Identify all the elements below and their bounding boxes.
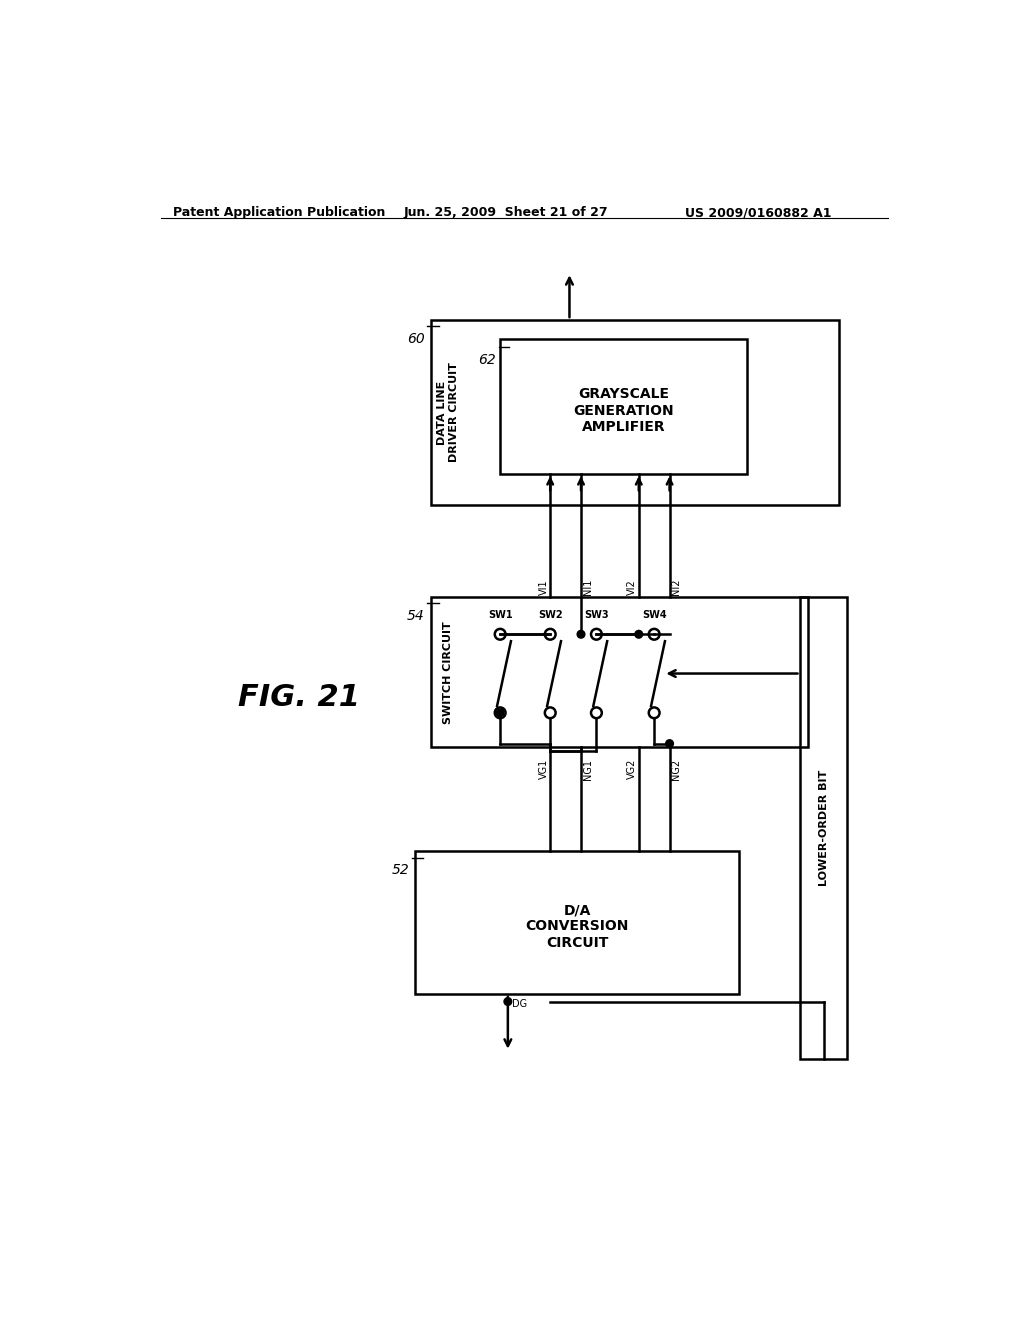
Text: Patent Application Publication: Patent Application Publication [173, 206, 385, 219]
Text: DG: DG [512, 999, 526, 1010]
Text: 62: 62 [478, 354, 497, 367]
Circle shape [578, 631, 585, 638]
Circle shape [497, 709, 504, 717]
Bar [500, 339, 746, 474]
Text: SWITCH CIRCUIT: SWITCH CIRCUIT [442, 620, 453, 723]
Bar [416, 851, 739, 994]
Text: LOWER-ORDER BIT: LOWER-ORDER BIT [818, 770, 828, 887]
Text: D/A
CONVERSION
CIRCUIT: D/A CONVERSION CIRCUIT [525, 903, 629, 949]
Text: NG2: NG2 [671, 759, 681, 780]
Bar [801, 597, 847, 1059]
Circle shape [504, 998, 512, 1006]
Text: NG1: NG1 [583, 759, 593, 780]
Circle shape [666, 739, 674, 747]
Text: SW4: SW4 [642, 610, 667, 620]
Text: VG2: VG2 [628, 759, 637, 779]
Text: 60: 60 [407, 331, 425, 346]
Text: VI2: VI2 [628, 579, 637, 595]
Circle shape [635, 631, 643, 638]
Text: 52: 52 [391, 863, 410, 876]
Text: SW2: SW2 [538, 610, 562, 620]
Bar [431, 597, 808, 747]
Text: SW1: SW1 [487, 610, 512, 620]
Text: NI1: NI1 [583, 578, 593, 595]
Text: SW3: SW3 [584, 610, 608, 620]
Text: Jun. 25, 2009  Sheet 21 of 27: Jun. 25, 2009 Sheet 21 of 27 [403, 206, 608, 219]
Bar [431, 321, 839, 506]
Text: VG1: VG1 [539, 759, 549, 779]
Text: GRAYSCALE
GENERATION
AMPLIFIER: GRAYSCALE GENERATION AMPLIFIER [573, 387, 674, 434]
Text: VI1: VI1 [539, 579, 549, 595]
Text: FIG. 21: FIG. 21 [239, 682, 360, 711]
Text: 54: 54 [407, 609, 425, 623]
Text: DATA LINE
DRIVER CIRCUIT: DATA LINE DRIVER CIRCUIT [437, 363, 459, 462]
Text: NI2: NI2 [671, 578, 681, 595]
Text: US 2009/0160882 A1: US 2009/0160882 A1 [685, 206, 831, 219]
